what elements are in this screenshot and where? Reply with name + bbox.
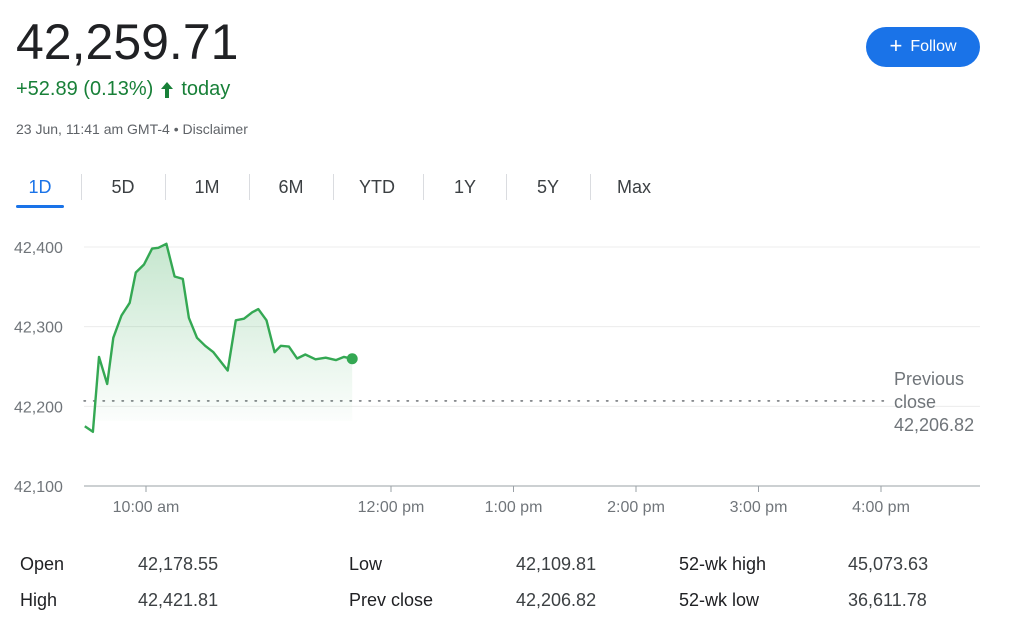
current-price-dot — [346, 353, 358, 365]
previous-close-label: 42,206.82 — [894, 415, 974, 435]
price-change: +52.89 (0.13%) today — [16, 78, 230, 101]
follow-label: Follow — [910, 38, 957, 55]
stat-value-52wk-low: 36,611.78 — [848, 590, 927, 610]
y-tick-label: 42,400 — [14, 240, 63, 257]
price-area-fill — [84, 243, 353, 432]
tab-divider — [165, 174, 166, 200]
tab-divider — [333, 174, 334, 200]
change-suffix: today — [181, 78, 231, 100]
tab-divider — [506, 174, 507, 200]
stat-value-high: 42,421.81 — [138, 590, 219, 610]
disclaimer-link[interactable]: Disclaimer — [182, 121, 248, 137]
x-tick-label: 10:00 am — [113, 499, 180, 516]
stat-value-prev-close: 42,206.82 — [516, 590, 597, 610]
y-tick-label: 42,200 — [14, 399, 63, 416]
stat-value-open: 42,178.55 — [138, 554, 219, 574]
stat-label-high: High — [20, 590, 58, 610]
price-chart[interactable]: 42,400 42,300 42,200 42,100 10:00 am 12:00 pm… — [0, 228, 1024, 528]
stat-label-52wk-high: 52-wk high — [679, 554, 767, 574]
x-tick-label: 3:00 pm — [730, 499, 788, 516]
tab-1y[interactable]: 1Y — [453, 176, 477, 197]
stat-label-low: Low — [349, 554, 383, 574]
stat-label-52wk-low: 52-wk low — [679, 590, 760, 610]
meta-separator: • — [173, 121, 179, 137]
tab-divider — [81, 174, 82, 200]
tab-divider — [590, 174, 591, 200]
timestamp: 23 Jun, 11:41 am GMT-4 — [16, 121, 170, 137]
tab-1d[interactable]: 1D — [16, 162, 64, 212]
tab-divider — [249, 174, 250, 200]
follow-button[interactable]: + Follow — [866, 27, 980, 67]
stat-value-52wk-high: 45,073.63 — [848, 554, 929, 574]
x-tick-label: 1:00 pm — [485, 499, 543, 516]
tab-ytd[interactable]: YTD — [359, 176, 395, 197]
tab-6m[interactable]: 6M — [278, 176, 304, 197]
stat-label-open: Open — [20, 554, 65, 574]
x-tick-label: 4:00 pm — [852, 499, 910, 516]
x-tick-label: 12:00 pm — [358, 499, 425, 516]
x-tick-label: 2:00 pm — [607, 499, 665, 516]
stock-price: 42,259.71 — [16, 14, 239, 70]
arrow-up-icon — [161, 81, 174, 98]
plus-icon: + — [889, 33, 903, 58]
y-tick-label: 42,300 — [14, 320, 63, 337]
y-tick-label: 42,100 — [14, 479, 63, 496]
tab-5y[interactable]: 5Y — [536, 176, 560, 197]
price-line — [84, 242, 353, 433]
tab-5d[interactable]: 5D — [111, 176, 135, 197]
stats-table: Open 42,178.55 High 42,421.81 Low 42,109… — [0, 544, 1024, 624]
stat-value-low: 42,109.81 — [516, 554, 597, 574]
tab-max[interactable]: Max — [616, 176, 651, 197]
tab-1m[interactable]: 1M — [194, 176, 220, 197]
tab-divider — [423, 174, 424, 200]
previous-close-label: close — [894, 392, 936, 412]
previous-close-label: Previous — [894, 369, 964, 389]
stat-label-prev-close: Prev close — [349, 590, 434, 610]
change-value: +52.89 (0.13%) — [16, 78, 154, 100]
quote-meta: 23 Jun, 11:41 am GMT-4 • Disclaimer — [16, 121, 248, 137]
